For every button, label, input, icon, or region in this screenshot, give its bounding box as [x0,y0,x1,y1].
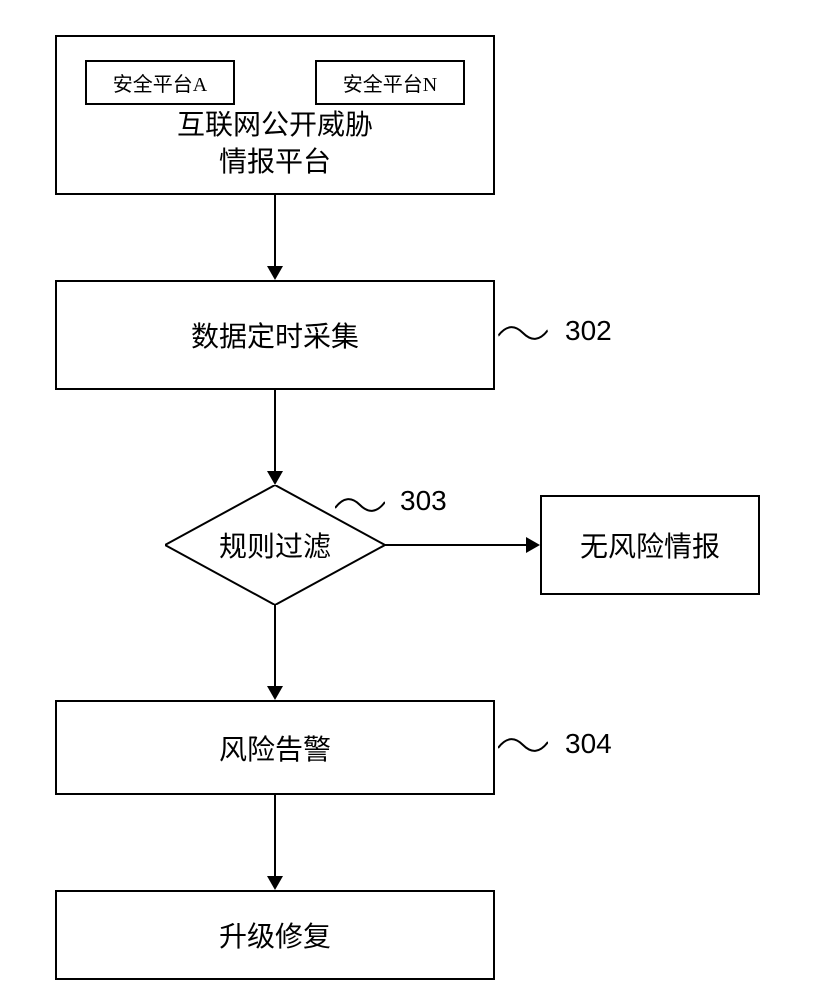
no-risk-box: 无风险情报 [540,495,760,595]
data-collection-box: 数据定时采集 [55,280,495,390]
risk-alert-label: 风险告警 [219,728,331,768]
arrow-3-line [385,544,527,546]
platform-container-label-2: 情报平台 [219,147,331,178]
arrow-2-head [267,471,283,485]
ref-302-label: 302 [565,315,612,347]
ref-302-curve [498,318,548,348]
platform-n-box: 安全平台N [315,60,465,105]
arrow-1-head [267,266,283,280]
ref-303-label: 303 [400,485,447,517]
upgrade-fix-label: 升级修复 [219,915,331,955]
platform-a-box: 安全平台A [85,60,235,105]
arrow-4-line [274,605,276,687]
arrow-2-line [274,390,276,472]
arrow-4-head [267,686,283,700]
no-risk-label: 无风险情报 [580,525,720,565]
platform-container-label-1: 互联网公开威胁 [177,110,373,141]
ref-303-curve [335,490,385,520]
data-collection-label: 数据定时采集 [191,315,359,355]
arrow-3-head [526,537,540,553]
risk-alert-box: 风险告警 [55,700,495,795]
arrow-5-head [267,876,283,890]
rule-filter-label: 规则过滤 [219,525,331,565]
ref-304-curve [498,730,548,760]
arrow-1-line [274,195,276,267]
upgrade-fix-box: 升级修复 [55,890,495,980]
platform-container-box: 互联网公开威胁 情报平台 [55,35,495,195]
platform-n-label: 安全平台N [343,68,437,97]
platform-a-label: 安全平台A [113,68,207,97]
arrow-5-line [274,795,276,877]
ref-304-label: 304 [565,728,612,760]
